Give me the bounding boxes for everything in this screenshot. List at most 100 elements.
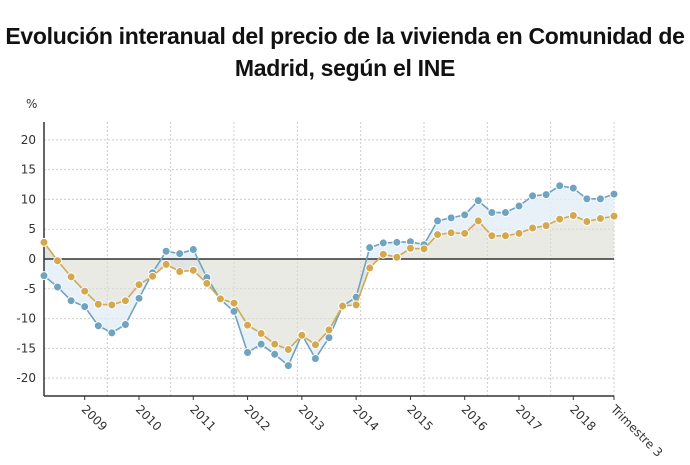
data-point [555, 181, 565, 191]
data-point [134, 280, 144, 290]
data-point [93, 299, 103, 309]
data-point [297, 330, 307, 340]
data-point [53, 282, 63, 292]
y-tick-label: 5 [28, 222, 36, 236]
x-tick-label: 2014 [350, 402, 381, 433]
data-point [39, 271, 49, 281]
data-point [446, 213, 456, 223]
chart-title: Evolución interanual del precio de la vi… [5, 23, 685, 81]
data-point [514, 228, 524, 238]
data-point [107, 328, 117, 338]
data-point [120, 320, 130, 330]
data-point [405, 243, 415, 253]
x-tick-label: 2010 [133, 402, 164, 433]
x-tick-label: 2011 [187, 402, 218, 433]
zero-area [44, 215, 614, 350]
data-point [338, 301, 348, 311]
x-tick-label: 2016 [459, 402, 490, 433]
y-tick-label: 20 [21, 133, 36, 147]
data-point [528, 223, 538, 233]
data-point [93, 321, 103, 331]
data-point [595, 194, 605, 204]
x-tick-label: 2009 [79, 402, 110, 433]
data-point [378, 249, 388, 259]
data-point [256, 328, 266, 338]
x-tick-label: 2018 [567, 402, 598, 433]
data-point [378, 238, 388, 248]
data-point [365, 243, 375, 253]
data-point [541, 221, 551, 231]
data-point [609, 211, 619, 221]
data-point [419, 244, 429, 254]
data-point [188, 244, 198, 254]
data-point [568, 183, 578, 193]
between-series-area [44, 185, 614, 366]
data-point [433, 216, 443, 226]
y-tick-label: -5 [24, 282, 36, 296]
data-point [555, 214, 565, 224]
data-point [541, 190, 551, 200]
data-point [609, 189, 619, 199]
data-point [243, 320, 253, 330]
data-point [568, 211, 578, 221]
data-point [595, 213, 605, 223]
data-point [188, 265, 198, 275]
data-point [324, 325, 334, 335]
data-point [161, 246, 171, 256]
data-point [500, 208, 510, 218]
data-point [175, 267, 185, 277]
data-point [80, 302, 90, 312]
data-point [161, 259, 171, 269]
data-point [120, 296, 130, 306]
data-point [80, 286, 90, 296]
data-point [270, 349, 280, 359]
y-tick-label: 10 [21, 192, 36, 206]
data-point [283, 345, 293, 355]
x-tick-label: Trimestre 3 [607, 402, 665, 460]
data-point [365, 263, 375, 273]
data-point [460, 210, 470, 220]
data-point [310, 340, 320, 350]
data-point [446, 228, 456, 238]
data-point [473, 216, 483, 226]
data-point [53, 256, 63, 266]
data-point [66, 296, 76, 306]
data-point [256, 339, 266, 349]
data-point [66, 272, 76, 282]
data-point [582, 216, 592, 226]
data-point [473, 196, 483, 206]
data-point [202, 278, 212, 288]
data-point [310, 353, 320, 363]
data-point [528, 191, 538, 201]
data-point [39, 237, 49, 247]
data-point [351, 300, 361, 310]
y-tick-label: -20 [16, 371, 36, 385]
data-point [175, 249, 185, 259]
data-point [392, 237, 402, 247]
x-tick-label: 2012 [241, 402, 272, 433]
y-tick-label: -10 [16, 312, 36, 326]
y-tick-label: 15 [21, 163, 36, 177]
data-point [514, 201, 524, 211]
y-tick-label: -15 [16, 341, 36, 355]
data-point [324, 333, 334, 343]
data-point [460, 228, 470, 238]
x-tick-label: 2015 [404, 402, 435, 433]
data-point [243, 348, 253, 358]
x-tick-label: 2013 [296, 402, 327, 433]
data-point [582, 194, 592, 204]
data-point [500, 231, 510, 241]
x-tick-label: 2017 [513, 402, 544, 433]
data-point [283, 361, 293, 371]
data-point [433, 230, 443, 240]
data-point [487, 208, 497, 218]
data-point [215, 294, 225, 304]
y-axis-label: % [26, 97, 37, 111]
data-point [134, 293, 144, 303]
data-point [229, 298, 239, 308]
data-point [270, 339, 280, 349]
y-tick-label: 0 [28, 252, 36, 266]
data-point [148, 271, 158, 281]
data-point [487, 231, 497, 241]
